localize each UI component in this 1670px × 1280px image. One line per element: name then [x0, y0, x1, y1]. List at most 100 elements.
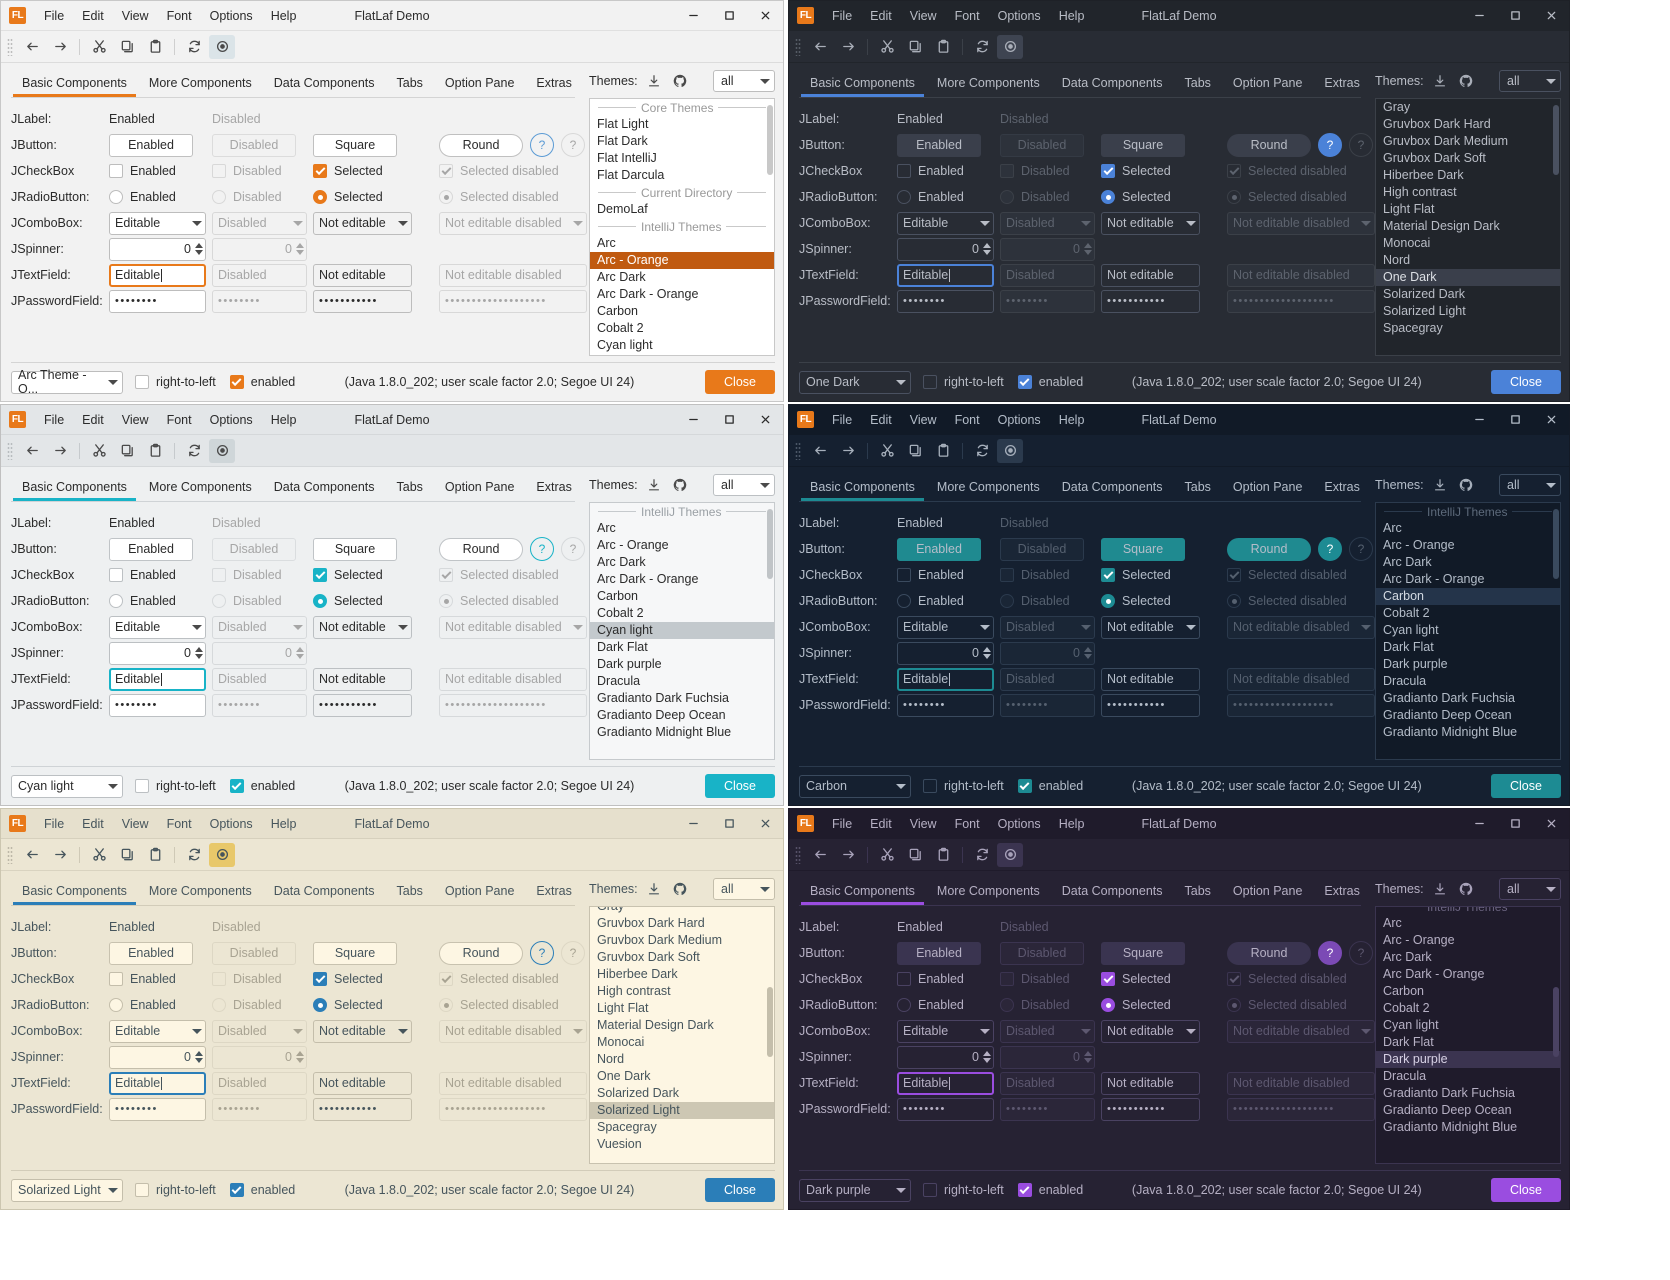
tab-option-pane[interactable]: Option Pane	[1232, 480, 1303, 494]
menu-item-font[interactable]: Font	[166, 412, 192, 427]
theme-list-item[interactable]: Nord	[597, 1052, 625, 1066]
enabled-box[interactable]	[1017, 779, 1032, 793]
spinner-up-icon[interactable]	[983, 647, 991, 652]
tab-basic-components[interactable]: Basic Components	[799, 477, 926, 501]
tab-extras[interactable]: Extras	[1324, 884, 1360, 898]
button-square[interactable]: Square	[1101, 537, 1185, 561]
spinner-enabled[interactable]: 0	[109, 641, 206, 665]
theme-list-item[interactable]: Dracula	[1383, 1069, 1427, 1083]
chevron-down-icon[interactable]	[108, 783, 118, 789]
password-not-editable[interactable]: •••••••••••	[313, 289, 412, 313]
theme-list-item[interactable]: High contrast	[1383, 185, 1457, 199]
theme-filter-dropdown[interactable]: all	[1499, 878, 1561, 900]
radio-enabled-dot[interactable]	[109, 594, 123, 608]
download-icon[interactable]	[644, 72, 664, 90]
theme-list-item[interactable]: Flat Light	[597, 117, 649, 131]
chevron-down-icon[interactable]	[760, 886, 770, 892]
help-button[interactable]: ?	[1318, 133, 1342, 157]
button-round[interactable]: Round	[439, 133, 523, 157]
theme-list-item[interactable]: Nord	[1383, 253, 1411, 267]
radio-selected-dot[interactable]	[313, 190, 327, 204]
theme-list-item[interactable]: Cobalt 2	[597, 606, 644, 620]
theme-selector-dropdown[interactable]: Arc Theme - O...	[11, 368, 123, 396]
spinner-down-icon[interactable]	[983, 250, 991, 255]
theme-list-item[interactable]: Arc Dark	[597, 270, 646, 284]
menu-item-edit[interactable]: Edit	[870, 8, 892, 23]
menu-item-view[interactable]: View	[121, 412, 149, 427]
right-to-left-box[interactable]	[135, 779, 149, 793]
menu-item-options[interactable]: Options	[997, 8, 1041, 23]
textfield-editable[interactable]: Editable	[897, 667, 994, 691]
minimize-button[interactable]	[1461, 405, 1497, 434]
copy-icon[interactable]	[902, 843, 928, 867]
menu-item-font[interactable]: Font	[954, 412, 980, 427]
theme-list-item[interactable]: One Dark	[1376, 269, 1560, 286]
help-button[interactable]: ?	[1318, 537, 1342, 561]
chevron-down-icon[interactable]	[398, 1028, 408, 1034]
theme-list-item[interactable]: Flat Dark	[597, 134, 648, 148]
theme-list-item[interactable]: Dracula	[1383, 674, 1427, 688]
textfield-not-editable[interactable]: Not editable	[1101, 667, 1200, 691]
theme-list-scroll-thumb[interactable]	[1553, 105, 1559, 175]
forward-icon[interactable]	[47, 35, 73, 59]
tab-option-pane[interactable]: Option Pane	[444, 480, 515, 494]
menu-item-options[interactable]: Options	[997, 816, 1041, 831]
theme-list-item[interactable]: Gruvbox Dark Soft	[597, 950, 700, 964]
github-icon[interactable]	[1456, 476, 1476, 494]
menu-item-help[interactable]: Help	[1058, 412, 1085, 427]
button-enabled[interactable]: Enabled	[109, 941, 193, 965]
spinner-down-icon[interactable]	[983, 1058, 991, 1063]
cut-icon[interactable]	[86, 35, 112, 59]
tab-extras[interactable]: Extras	[1324, 480, 1360, 494]
theme-list-item[interactable]: Gradianto Dark Fuchsia	[597, 691, 730, 705]
enabled-checkbox[interactable]: enabled	[1017, 1183, 1083, 1197]
theme-list-item[interactable]: Arc Dark - Orange	[1383, 967, 1485, 981]
theme-list-item[interactable]: Carbon	[597, 589, 638, 603]
forward-icon[interactable]	[47, 439, 73, 463]
help-button[interactable]: ?	[1318, 941, 1342, 965]
right-to-left-box[interactable]	[923, 375, 937, 389]
cut-icon[interactable]	[86, 439, 112, 463]
refresh-icon[interactable]	[969, 843, 995, 867]
theme-selector-dropdown[interactable]: Solarized Light	[11, 1178, 123, 1202]
theme-list-item[interactable]: Solarized Light	[590, 1102, 774, 1119]
menu-item-options[interactable]: Options	[209, 816, 253, 831]
checkbox-enabled-box[interactable]	[109, 164, 123, 178]
chevron-down-icon[interactable]	[192, 220, 202, 226]
copy-icon[interactable]	[902, 35, 928, 59]
chevron-down-icon[interactable]	[896, 379, 906, 385]
checkbox-selected-box[interactable]	[1101, 972, 1115, 986]
forward-icon[interactable]	[835, 439, 861, 463]
chevron-down-icon[interactable]	[108, 379, 118, 385]
button-square[interactable]: Square	[313, 941, 397, 965]
menu-item-edit[interactable]: Edit	[870, 816, 892, 831]
theme-list-item[interactable]: Light Flat	[1383, 202, 1435, 216]
refresh-icon[interactable]	[181, 439, 207, 463]
theme-list-item[interactable]: Gradianto Deep Ocean	[597, 708, 726, 722]
tab-option-pane[interactable]: Option Pane	[1232, 76, 1303, 90]
theme-list-item[interactable]: Carbon	[1376, 588, 1560, 605]
radio-selected-dot[interactable]	[313, 998, 327, 1012]
theme-list-scroll-thumb[interactable]	[767, 987, 773, 1057]
back-icon[interactable]	[19, 843, 45, 867]
theme-list-scroll-thumb[interactable]	[1553, 509, 1559, 579]
menu-item-file[interactable]: File	[44, 412, 65, 427]
help-button[interactable]: ?	[530, 133, 554, 157]
theme-list-item[interactable]: Gray	[1383, 100, 1411, 114]
button-square[interactable]: Square	[1101, 133, 1185, 157]
toolbar-grip[interactable]	[795, 37, 801, 56]
theme-list-item[interactable]: Hiberbee Dark	[597, 967, 678, 981]
spinner-down-icon[interactable]	[983, 654, 991, 659]
theme-list-item[interactable]: Arc Dark - Orange	[597, 287, 699, 301]
menu-item-help[interactable]: Help	[270, 816, 297, 831]
refresh-icon[interactable]	[181, 843, 207, 867]
tab-basic-components[interactable]: Basic Components	[11, 73, 138, 97]
close-button[interactable]	[1533, 1, 1569, 30]
radio-enabled-dot[interactable]	[897, 190, 911, 204]
enabled-checkbox[interactable]: enabled	[229, 375, 295, 389]
menu-item-font[interactable]: Font	[166, 816, 192, 831]
spinner-enabled[interactable]: 0	[109, 237, 206, 261]
copy-icon[interactable]	[902, 439, 928, 463]
theme-list-item[interactable]: Cyan light	[597, 338, 653, 352]
menu-item-font[interactable]: Font	[954, 8, 980, 23]
